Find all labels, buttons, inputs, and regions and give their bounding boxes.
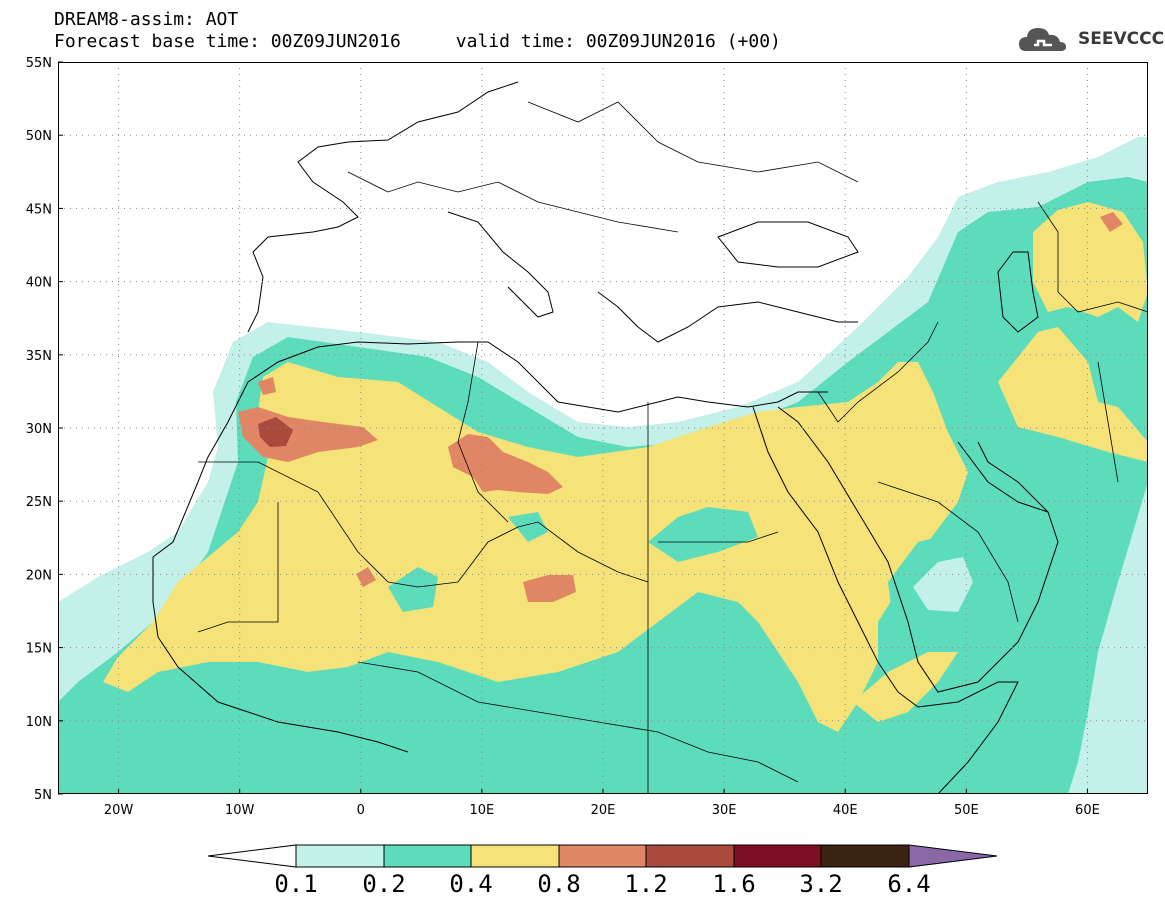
coast-red-sea (752, 406, 899, 693)
valid-time: valid time: 00Z09JUN2016 (+00) (455, 31, 781, 52)
grid-layer (58, 62, 1148, 794)
border-2 (417, 521, 649, 588)
coast-horn (897, 681, 1019, 794)
border-11 (357, 661, 799, 783)
aot-band-0.8-1.2-caspian (1100, 212, 1123, 232)
aot-band-0.8-1.2-niger (523, 575, 576, 602)
coast-north-africa (152, 341, 828, 558)
logo-text: SEEVCCC (1078, 29, 1165, 49)
aot-hole-2 (648, 507, 758, 562)
colorbar-swatch-3.2-6.4 (820, 844, 910, 868)
seevccc-logo: SEEVCCC (1018, 25, 1164, 53)
border-10 (1097, 361, 1119, 483)
colorbar-swatch-1.6-3.2 (733, 844, 822, 868)
aot-field-layer (58, 137, 1148, 794)
border-5 (197, 502, 279, 633)
time-line: Forecast base time: 00Z09JUN2016 valid ti… (54, 32, 781, 52)
coast-greece-turkey (597, 291, 858, 343)
border-12 (527, 101, 859, 183)
colorbar-swatch-0.4-0.8 (470, 844, 560, 868)
colorbar-over (908, 844, 998, 868)
aot-map (58, 62, 1148, 794)
colorbar-swatch-0.1-0.2 (295, 844, 385, 868)
base-time: Forecast base time: 00Z09JUN2016 (54, 31, 401, 52)
border-13 (347, 171, 679, 233)
aot-band-0.8-1.2-algeria (448, 434, 563, 494)
coast-arabia (777, 406, 1059, 693)
coast-italy (447, 211, 554, 318)
chart-title: DREAM8-assim: AOT (54, 9, 239, 30)
border-4 (457, 341, 509, 523)
colorbar-swatch-1.2-1.6 (645, 844, 735, 868)
coast-persian-gulf (957, 441, 1049, 513)
aot-hole-4 (913, 557, 973, 612)
aot-band-1.2-1.6 (258, 417, 293, 447)
aot-band-0.4-0.8-main (103, 362, 968, 732)
colorbar-label: 0.8 (537, 870, 581, 898)
border-1 (198, 461, 419, 588)
border-8 (877, 481, 1019, 623)
colorbar-label: 1.6 (712, 870, 756, 898)
colorbar-label: 6.4 (887, 870, 931, 898)
aot-hole-1 (388, 567, 438, 612)
aot-band-0.4-0.8-caspian (1033, 202, 1148, 322)
colorbar-under (207, 844, 297, 868)
aot-band-0.4-0.8-aden (853, 652, 958, 722)
coast-west-africa (152, 557, 409, 753)
coast-black-sea (717, 221, 859, 268)
coastline-layer (152, 81, 1059, 794)
cloud-logo-icon (1019, 28, 1066, 51)
border-7 (817, 321, 939, 423)
aot-band-0.4-0.8-iran (998, 327, 1148, 462)
colorbar-swatch-0.2-0.4 (383, 844, 472, 868)
colorbar-label: 3.2 (799, 870, 843, 898)
coast-caspian (997, 251, 1039, 333)
map-svg (58, 62, 1148, 794)
colorbar-label: 1.2 (624, 870, 668, 898)
colorbar-label: 0.1 (274, 870, 318, 898)
aot-hole-5 (508, 512, 548, 542)
colorbar-swatch-0.8-1.2 (558, 844, 647, 868)
colorbar-label: 0.2 (362, 870, 406, 898)
border-9 (1037, 201, 1148, 313)
aot-band-0.8-1.2-morocco-n (258, 377, 276, 395)
coast-europe (247, 81, 519, 333)
colorbar-label: 0.4 (449, 870, 493, 898)
border-layer (197, 101, 1148, 794)
border-6 (658, 531, 779, 543)
